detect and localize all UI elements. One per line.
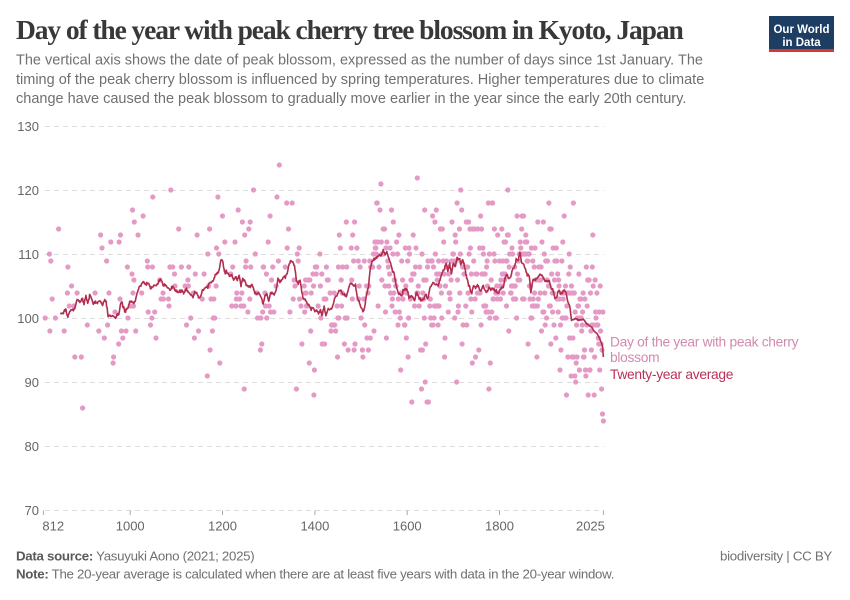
svg-text:Our World: Our World	[773, 24, 829, 36]
svg-text:1600: 1600	[393, 519, 422, 534]
svg-text:812: 812	[42, 519, 64, 534]
svg-text:80: 80	[25, 439, 39, 454]
svg-text:1400: 1400	[300, 519, 329, 534]
svg-text:Twenty-year average: Twenty-year average	[610, 367, 734, 382]
svg-text:The vertical axis shows the da: The vertical axis shows the date of peak…	[16, 53, 703, 69]
svg-text:120: 120	[17, 183, 39, 198]
svg-text:2025: 2025	[576, 519, 605, 534]
svg-text:130: 130	[17, 119, 39, 134]
svg-text:70: 70	[25, 503, 39, 518]
svg-text:Day of the year with peak cher: Day of the year with peak cherry tree bl…	[16, 14, 684, 45]
svg-text:change have caused the peak bl: change have caused the peak blossom to g…	[16, 91, 686, 107]
svg-text:100: 100	[17, 311, 39, 326]
svg-text:1200: 1200	[208, 519, 237, 534]
svg-text:Note: The 20-year average is c: Note: The 20-year average is calculated …	[16, 567, 614, 582]
svg-text:110: 110	[18, 247, 39, 262]
svg-text:Day of the year with peak cher: Day of the year with peak cherry	[610, 335, 799, 350]
svg-text:biodiversity | CC BY: biodiversity | CC BY	[720, 548, 832, 563]
svg-text:blossom: blossom	[610, 350, 659, 365]
svg-text:90: 90	[25, 375, 39, 390]
svg-text:in Data: in Data	[782, 37, 821, 49]
svg-text:timing of the peak cherry blos: timing of the peak cherry blossom is inf…	[16, 72, 704, 88]
svg-text:Data source: Yasuyuki Aono (20: Data source: Yasuyuki Aono (2021; 2025)	[16, 548, 254, 563]
svg-text:1000: 1000	[116, 519, 145, 534]
svg-text:1800: 1800	[485, 519, 514, 534]
